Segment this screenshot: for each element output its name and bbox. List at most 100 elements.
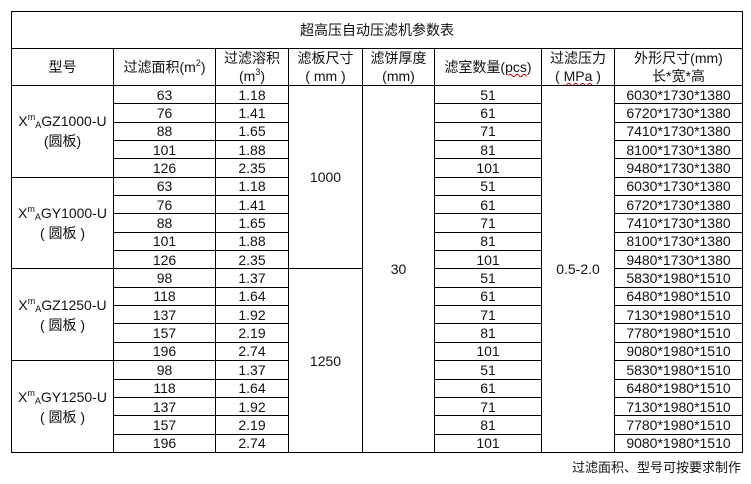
volume-cell: 2.74	[215, 433, 289, 453]
table-row: 196 2.74 101 9080*1980*1510	[12, 433, 743, 453]
chambers-cell: 61	[434, 103, 542, 123]
model-cell: XmAGZ1250-U( 圆板 )	[11, 268, 114, 362]
volume-cell: 1.88	[215, 231, 289, 252]
header-pressure: 过滤压力( MPa )	[541, 48, 615, 86]
volume-cell: 1.18	[215, 176, 289, 197]
table-row: 137 1.92 71 7130*1980*1510	[12, 396, 743, 417]
area-cell: 76	[113, 103, 216, 123]
plate-size-cell: 1250	[288, 268, 363, 453]
table-row: XmAGY1250-U( 圆板 ) 98 1.37 51 5830*1980*1510	[11, 360, 743, 453]
chambers-cell: 71	[434, 305, 542, 325]
header-model: 型号	[11, 48, 114, 86]
chambers-cell: 51	[434, 176, 542, 197]
dimensions-cell: 9480*1730*1380	[614, 158, 743, 178]
table-row: 126 2.35 101 9480*1730*1380	[12, 158, 743, 178]
dimensions-cell: 7410*1730*1380	[614, 213, 743, 233]
dimensions-cell: 6480*1980*1510	[614, 378, 743, 398]
chambers-cell: 101	[434, 341, 542, 362]
chambers-cell: 81	[434, 323, 542, 343]
area-cell: 137	[113, 396, 216, 417]
area-cell: 101	[113, 140, 216, 160]
area-cell: 118	[113, 286, 216, 307]
area-cell: 101	[113, 231, 216, 252]
chambers-cell: 81	[434, 231, 542, 252]
table-title: 超高压自动压滤机参数表	[11, 11, 743, 49]
dimensions-cell: 6030*1730*1380	[614, 84, 743, 105]
area-cell: 137	[113, 305, 216, 325]
header-cake-thickness: 滤饼厚度 (mm)	[362, 48, 435, 86]
chambers-cell: 61	[434, 378, 542, 398]
chambers-cell: 51	[434, 84, 542, 105]
dimensions-cell: 6480*1980*1510	[614, 286, 743, 307]
volume-cell: 1.64	[215, 378, 289, 398]
area-cell: 118	[113, 378, 216, 398]
dimensions-cell: 5830*1980*1510	[614, 268, 743, 288]
pressure-cell: 0.5-2.0	[541, 85, 615, 453]
chambers-cell: 81	[434, 415, 542, 435]
footer-note: 过滤面积、型号可按要求制作	[571, 460, 741, 475]
header-volume: 过滤溶积 (m3)	[215, 48, 289, 86]
volume-cell: 2.35	[215, 250, 289, 270]
dimensions-cell: 9080*1980*1510	[614, 341, 743, 362]
dimensions-cell: 9080*1980*1510	[614, 433, 743, 453]
parameter-table: 超高压自动压滤机参数表 型号 过滤面积(m2) 过滤溶积 (m3) 滤板尺寸( m…	[11, 11, 743, 453]
area-cell: 126	[113, 250, 216, 270]
dimensions-cell: 7780*1980*1510	[614, 415, 743, 435]
volume-cell: 1.65	[215, 213, 289, 233]
dimensions-cell: 7410*1730*1380	[614, 121, 743, 142]
header-area: 过滤面积(m2)	[113, 48, 216, 86]
area-cell: 76	[113, 195, 216, 215]
header-plate-size: 滤板尺寸( mm )	[288, 48, 363, 86]
table-row: 101 1.88 81 8100*1730*1380	[12, 231, 743, 252]
chambers-cell: 71	[434, 213, 542, 233]
table-row: 157 2.19 81 7780*1980*1510	[12, 415, 743, 435]
area-cell: 126	[113, 158, 216, 178]
volume-cell: 2.19	[215, 415, 289, 435]
table-row: 118 1.64 61 6480*1980*1510	[12, 286, 743, 307]
volume-cell: 1.65	[215, 121, 289, 142]
area-cell: 63	[113, 84, 216, 105]
chambers-cell: 51	[434, 268, 542, 288]
dimensions-cell: 9480*1730*1380	[614, 250, 743, 270]
header-chambers: 滤室数量(pcs)	[434, 48, 542, 86]
volume-cell: 1.92	[215, 396, 289, 417]
table-row: 76 1.41 61 6720*1730*1380	[12, 195, 743, 215]
volume-cell: 2.74	[215, 341, 289, 362]
chambers-cell: 101	[434, 158, 542, 178]
volume-cell: 1.64	[215, 286, 289, 307]
area-cell: 157	[113, 323, 216, 343]
volume-cell: 1.92	[215, 305, 289, 325]
volume-cell: 1.41	[215, 195, 289, 215]
chambers-cell: 71	[434, 396, 542, 417]
dimensions-cell: 7130*1980*1510	[614, 396, 743, 417]
area-cell: 157	[113, 415, 216, 435]
area-cell: 88	[113, 121, 216, 142]
model-cell: XmAGY1250-U( 圆板 )	[11, 360, 114, 453]
chambers-cell: 61	[434, 195, 542, 215]
dimensions-cell: 6030*1730*1380	[614, 176, 743, 197]
volume-cell: 1.41	[215, 103, 289, 123]
table-row: 126 2.35 101 9480*1730*1380	[12, 250, 743, 270]
table-row: XmAGZ1000-U (圆板) 63 1.18 1000 30 51 0.5-2.0 6030…	[11, 84, 743, 453]
table-row: 157 2.19 81 7780*1980*1510	[12, 323, 743, 343]
area-cell: 63	[113, 176, 216, 197]
dimensions-cell: 8100*1730*1380	[614, 140, 743, 160]
area-cell: 88	[113, 213, 216, 233]
volume-cell: 1.37	[215, 360, 289, 380]
header-dimensions: 外形尺寸(mm) 长*宽*高	[614, 48, 743, 86]
chambers-cell: 71	[434, 121, 542, 142]
volume-cell: 2.19	[215, 323, 289, 343]
dimensions-cell: 8100*1730*1380	[614, 231, 743, 252]
table-row: 101 1.88 81 8100*1730*1380	[12, 140, 743, 160]
area-cell: 98	[113, 268, 216, 288]
chambers-cell: 81	[434, 140, 542, 160]
volume-cell: 1.37	[215, 268, 289, 288]
area-cell: 196	[113, 341, 216, 362]
chambers-cell: 51	[434, 360, 542, 380]
dimensions-cell: 7780*1980*1510	[614, 323, 743, 343]
dimensions-cell: 5830*1980*1510	[614, 360, 743, 380]
volume-cell: 1.88	[215, 140, 289, 160]
chambers-cell: 101	[434, 433, 542, 453]
chambers-cell: 101	[434, 250, 542, 270]
model-cell: XmAGZ1000-U (圆板)	[11, 85, 114, 178]
